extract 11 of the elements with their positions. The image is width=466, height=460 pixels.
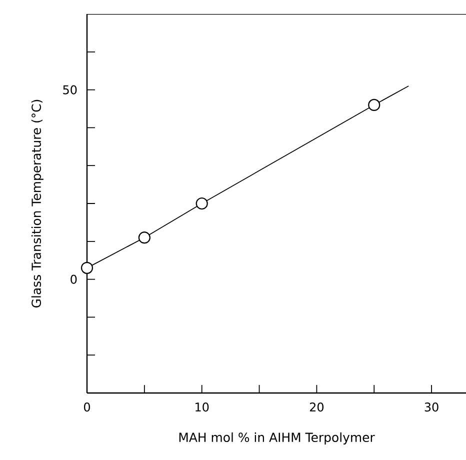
- x-tick-label: 0: [84, 402, 90, 412]
- point: [80, 262, 94, 274]
- x-tick-label: 20: [310, 402, 324, 412]
- point: [196, 197, 208, 210]
- x-tick-label: 10: [196, 402, 209, 412]
- point: [368, 98, 380, 112]
- y-tick-label: 50: [63, 85, 77, 94]
- x-axis-title: MAH mol % in AIHM Terpolymer: [179, 432, 375, 444]
- point: [138, 232, 150, 244]
- x-tick-label: 30: [424, 402, 438, 412]
- y-axis-title: Glass Transition Temperature (°C): [31, 100, 44, 308]
